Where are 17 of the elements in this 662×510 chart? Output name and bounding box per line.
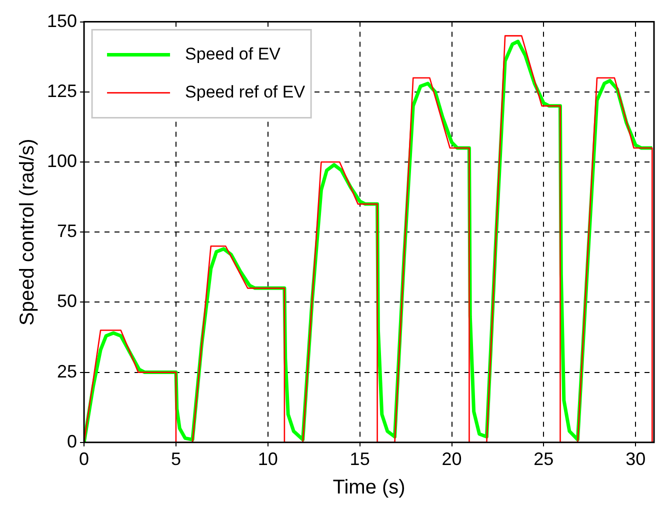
y-tick-label: 50 — [57, 291, 78, 312]
y-tick-label: 125 — [46, 80, 78, 101]
y-tick-label: 150 — [46, 10, 78, 31]
x-axis-title: Time (s) — [332, 476, 406, 499]
x-tick-label: 10 — [258, 449, 278, 470]
y-tick-label: 100 — [46, 150, 78, 171]
y-tick-label: 75 — [57, 221, 78, 242]
x-tick-label: 15 — [350, 449, 370, 470]
legend-label: Speed ref of EV — [185, 82, 306, 102]
y-tick-label: 0 — [67, 431, 78, 452]
y-axis-title: Speed control (rad/s) — [16, 138, 39, 326]
x-tick-label: 20 — [442, 449, 462, 470]
x-tick-label: 5 — [170, 449, 181, 470]
x-tick-label: 25 — [534, 449, 554, 470]
legend-label: Speed of EV — [185, 44, 282, 64]
y-tick-label: 25 — [57, 361, 78, 382]
x-tick-label: 30 — [626, 449, 646, 470]
